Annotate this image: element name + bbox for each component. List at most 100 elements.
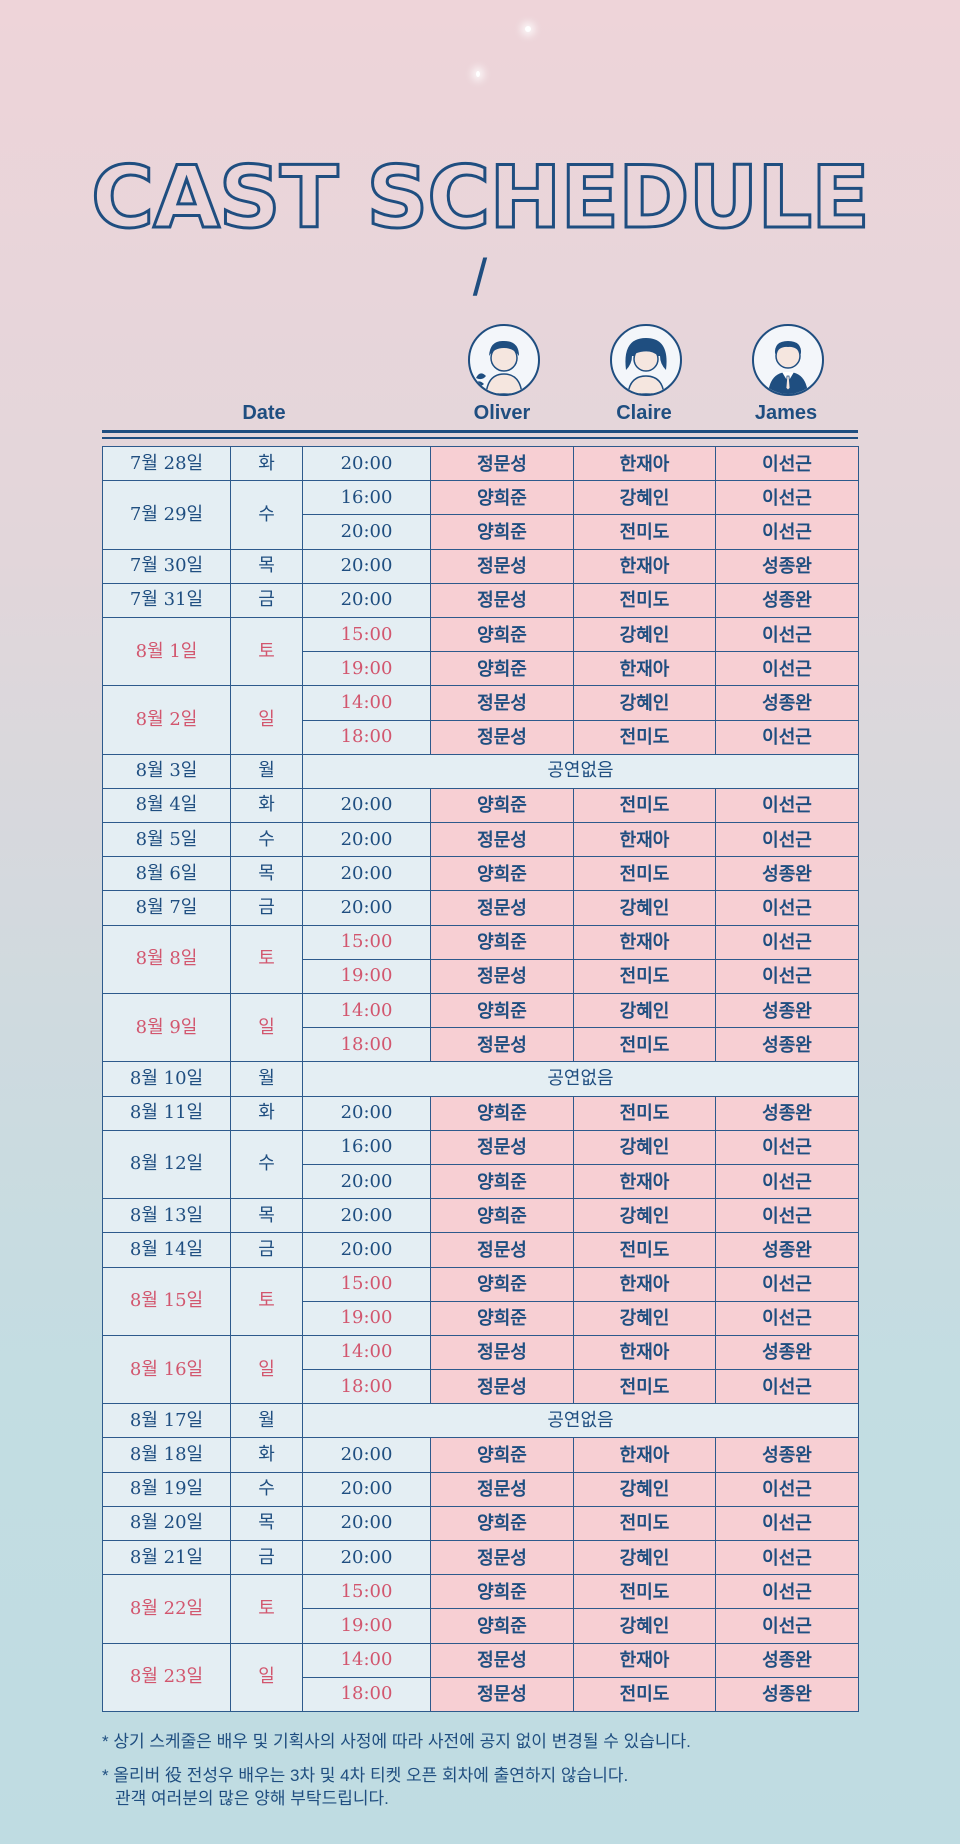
time-cell: 18:00 [302,719,431,755]
no-show-cell: 공연없음 [302,1061,859,1097]
oliver-cast-cell: 양희준 [430,787,574,824]
table-row: 8월 10일 월 공연없음 [102,1061,859,1097]
table-row: 8월 19일 수 20:00 정문성 강혜인 이선근 [102,1471,859,1507]
table-row: 20:00 양희준 한재아 이선근 [103,1163,859,1200]
table-row: 8월 13일 목 20:00 양희준 강혜인 이선근 [102,1198,859,1234]
time-cell: 14:00 [302,1642,431,1678]
time-cell: 20:00 [302,1505,431,1542]
date-cell: 8월 21일 [102,1539,231,1576]
page-title: CAST SCHEDULE [90,147,872,250]
date-cell: 8월 2일 [102,685,231,755]
time-cell: 18:00 [302,1369,431,1405]
oliver-cast-cell: 양희준 [430,480,574,516]
no-show-cell: 공연없음 [302,1403,859,1439]
james-cast-cell: 이선근 [715,787,859,824]
table-row: 8월 8일 토 15:00 양희준 한재아 이선근 [102,924,859,995]
james-cast-cell: 이선근 [715,1129,859,1165]
table-row: 20:00 양희준 전미도 이선근 [103,514,859,550]
date-cell: 8월 8일 [102,924,231,995]
table-row: 8월 23일 일 14:00 정문성 한재아 성종완 [102,1642,859,1712]
date-cell: 8월 3일 [102,753,231,789]
date-cell: 8월 14일 [102,1232,231,1268]
table-row: 19:00 양희준 한재아 이선근 [103,651,859,687]
claire-avatar-icon [610,324,682,396]
day-cell: 일 [230,1642,303,1712]
time-cell: 16:00 [302,1129,431,1165]
james-cast-cell: 이선근 [715,1198,859,1234]
schedule-table: 7월 28일 화 20:00 정문성 한재아 이선근 7월 29일 수 16:00 양희준 강혜인 이… [102,445,859,1712]
date-cell: 8월 9일 [102,992,231,1063]
claire-cast-cell: 강혜인 [573,1300,716,1336]
james-cast-cell: 이선근 [715,1471,859,1507]
day-cell: 목 [230,856,303,892]
day-cell: 화 [230,445,303,482]
table-row: 7월 28일 화 20:00 정문성 한재아 이선근 [102,445,859,482]
claire-cast-cell: 한재아 [573,822,716,858]
time-cell: 14:00 [302,685,431,721]
james-cast-cell: 이선근 [715,445,859,482]
table-row: 7월 31일 금 20:00 정문성 전미도 성종완 [102,582,859,618]
table-row: 8월 15일 토 15:00 양희준 한재아 이선근 [102,1266,859,1336]
date-cell: 8월 18일 [102,1437,231,1473]
date-cell: 8월 10일 [102,1061,231,1097]
claire-cast-cell: 강혜인 [573,1608,716,1644]
table-row: 8월 1일 토 15:00 양희준 강혜인 이선근 [102,616,859,687]
table-row: 8월 4일 화 20:00 양희준 전미도 이선근 [102,787,859,824]
james-avatar-icon [752,324,824,396]
oliver-cast-cell: 정문성 [430,1369,574,1405]
day-cell: 월 [230,753,303,789]
time-cell: 19:00 [302,1300,431,1336]
claire-cast-cell: 강혜인 [573,480,716,516]
james-cast-cell: 이선근 [715,822,859,858]
oliver-cast-cell: 정문성 [430,685,574,721]
claire-cast-cell: 강혜인 [573,1539,716,1576]
date-cell: 7월 30일 [102,548,231,584]
time-cell: 20:00 [302,1198,431,1234]
oliver-cast-cell: 정문성 [430,1129,574,1165]
claire-cast-cell: 강혜인 [573,1129,716,1165]
time-cell: 20:00 [302,1437,431,1473]
table-row: 8월 16일 일 14:00 정문성 한재아 성종완 [102,1334,859,1405]
day-cell: 일 [230,992,303,1063]
claire-cast-cell: 전미도 [573,1574,716,1610]
table-row: 8월 2일 일 14:00 정문성 강혜인 성종완 [102,685,859,755]
oliver-cast-cell: 정문성 [430,1676,574,1712]
day-cell: 목 [230,548,303,584]
james-cast-cell: 성종완 [715,548,859,584]
table-row: 8월 9일 일 14:00 양희준 강혜인 성종완 [102,992,859,1063]
table-row: 8월 22일 토 15:00 양희준 전미도 이선근 [102,1574,859,1644]
time-cell: 19:00 [302,651,431,687]
time-cell: 15:00 [302,1266,431,1302]
claire-cast-cell: 전미도 [573,958,716,995]
day-cell: 토 [230,1266,303,1336]
claire-cast-cell: 전미도 [573,856,716,892]
day-cell: 화 [230,1095,303,1131]
header-claire: Claire [616,402,672,424]
oliver-cast-cell: 정문성 [430,719,574,755]
table-row: 8월 18일 화 20:00 양희준 한재아 성종완 [102,1437,859,1473]
day-cell: 토 [230,924,303,995]
note-2-line-2: 관객 여러분의 많은 양해 부탁드립니다. [115,1789,389,1808]
james-cast-cell: 성종완 [715,856,859,892]
header-date: Date [242,402,286,424]
james-cast-cell: 성종완 [715,1642,859,1678]
james-cast-cell: 이선근 [715,616,859,653]
table-row: 19:00 양희준 강혜인 이선근 [103,1608,859,1644]
date-cell: 8월 1일 [102,616,231,687]
table-row: 18:00 정문성 전미도 성종완 [103,1676,859,1712]
date-cell: 8월 17일 [102,1403,231,1439]
oliver-cast-cell: 정문성 [430,1334,574,1371]
oliver-cast-cell: 정문성 [430,445,574,482]
day-cell: 월 [230,1403,303,1439]
time-cell: 15:00 [302,616,431,653]
oliver-cast-cell: 양희준 [430,1574,574,1610]
oliver-cast-cell: 정문성 [430,548,574,584]
james-cast-cell: 성종완 [715,1437,859,1473]
title-slash: / [472,249,488,307]
claire-cast-cell: 전미도 [573,719,716,755]
oliver-cast-cell: 정문성 [430,958,574,995]
time-cell: 15:00 [302,1574,431,1610]
claire-cast-cell: 한재아 [573,651,716,687]
note-2-line-1: * 올리버 役 전성우 배우는 3차 및 4차 티켓 오픈 회차에 출연하지 않… [102,1766,629,1785]
day-cell: 일 [230,685,303,755]
